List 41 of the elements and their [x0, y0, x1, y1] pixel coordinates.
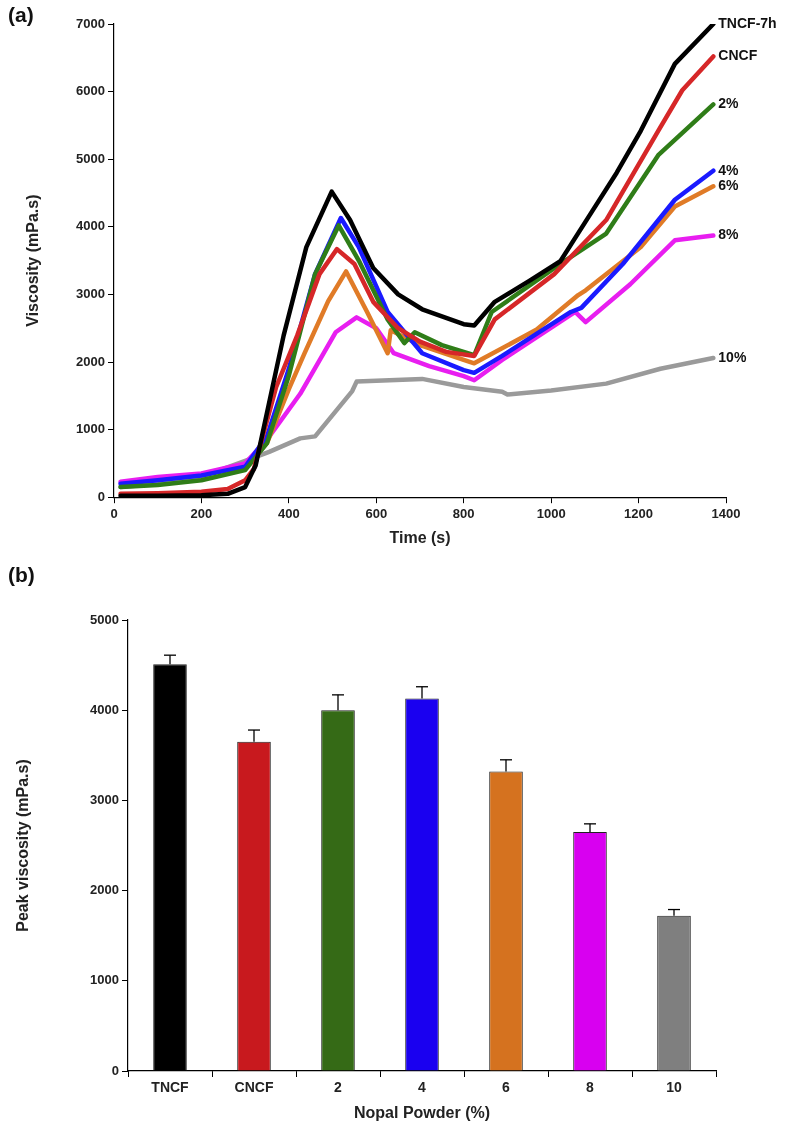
y-tick-label: 5000: [76, 150, 105, 166]
y-tick-label: 2000: [90, 882, 119, 898]
chart-title: (b): [8, 563, 35, 587]
y-tick-label: 3000: [90, 791, 119, 807]
y-axis-title: Viscosity (mPa.s): [24, 194, 42, 327]
y-tick-label: 5000: [90, 611, 119, 627]
y-tick-label: 2000: [76, 353, 105, 369]
series-label: 10%: [718, 348, 747, 365]
x-tick-label: 2: [334, 1079, 343, 1096]
x-tick-label: 6: [502, 1079, 511, 1096]
y-tick-label: 0: [111, 1062, 119, 1078]
x-tick-label: 1200: [624, 505, 654, 521]
x-axis-title: Nopal Powder (%): [353, 1103, 491, 1121]
x-tick-label: 200: [190, 505, 213, 521]
y-tick-label: 0: [97, 488, 105, 504]
series-label: TNCF-7h: [718, 14, 777, 31]
y-tick-label: 3000: [76, 285, 105, 301]
series-label: CNCF: [718, 47, 758, 64]
x-tick-label: 4: [418, 1079, 427, 1096]
x-tick-label: 1000: [536, 505, 566, 521]
x-tick-label: 600: [365, 505, 388, 521]
series-label: 4%: [718, 161, 740, 178]
x-tick-label: 800: [452, 505, 475, 521]
series-label: 8%: [718, 226, 740, 243]
x-tick-label: CNCF: [234, 1079, 274, 1096]
y-tick-label: 6000: [76, 83, 105, 99]
series-label: 2%: [718, 95, 740, 112]
y-tick-label: 4000: [90, 701, 119, 717]
y-tick-label: 7000: [76, 15, 105, 31]
y-tick-label: 1000: [90, 972, 119, 988]
x-axis-title: Time (s): [389, 528, 451, 546]
y-axis-title: Peak viscosity (mPa.s): [14, 759, 32, 932]
x-tick-label: 400: [278, 505, 300, 521]
x-tick-label: TNCF: [151, 1079, 190, 1096]
y-tick-label: 1000: [76, 421, 105, 437]
x-tick-label: 8: [586, 1079, 595, 1096]
series-label: 6%: [718, 177, 740, 194]
x-tick-label: 10: [666, 1079, 682, 1096]
chart-title: (a): [8, 3, 34, 27]
x-tick-label: 1400: [711, 505, 741, 521]
y-tick-label: 4000: [76, 218, 105, 234]
